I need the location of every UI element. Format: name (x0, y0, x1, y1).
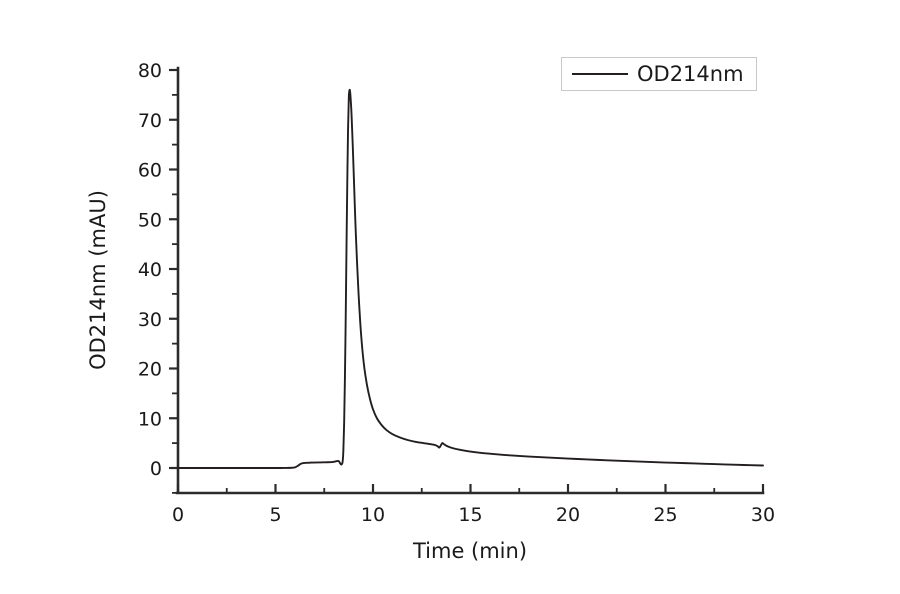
y-tick-label: 50 (138, 209, 162, 231)
x-tick-label: 20 (556, 504, 580, 526)
legend: OD214nm (561, 57, 757, 92)
x-tick-label: 25 (653, 504, 677, 526)
x-tick-label: 30 (751, 504, 775, 526)
y-tick-label: 80 (138, 60, 162, 82)
y-axis-major-ticks (169, 68, 178, 470)
x-axis-title: Time (min) (412, 539, 527, 563)
y-tick-label: 0 (150, 458, 162, 480)
data-series-od214nm (177, 88, 764, 469)
x-tick-label: 0 (172, 504, 184, 526)
y-tick-label: 70 (138, 110, 162, 132)
y-tick-label: 20 (138, 359, 162, 381)
y-axis-minor-ticks (172, 93, 178, 494)
y-tick-label: 10 (138, 408, 162, 430)
x-axis-tick-labels: 0 5 10 15 20 25 30 (172, 504, 775, 526)
y-axis-tick-labels: 0 10 20 30 40 50 60 70 80 (138, 60, 162, 480)
x-axis-major-ticks (176, 484, 765, 493)
x-tick-label: 10 (361, 504, 385, 526)
x-tick-label: 15 (458, 504, 482, 526)
y-tick-label: 40 (138, 259, 162, 281)
legend-item-label: OD214nm (637, 62, 744, 86)
legend-line-swatch (572, 73, 628, 76)
y-tick-label: 60 (138, 160, 162, 182)
y-axis-title: OD214nm (mAU) (86, 190, 110, 370)
x-tick-label: 5 (269, 504, 281, 526)
y-tick-label: 30 (138, 309, 162, 331)
